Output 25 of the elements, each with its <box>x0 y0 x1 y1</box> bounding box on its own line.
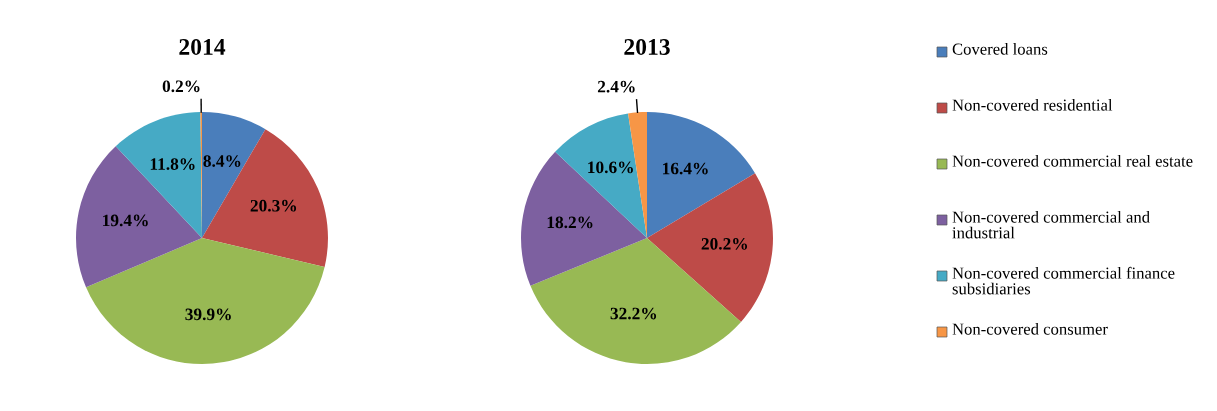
data-label: 8.4% <box>203 155 241 168</box>
pie-slice <box>521 151 647 286</box>
legend-label: Non-covered commercial real estate <box>952 155 1193 167</box>
chart-title: 2014 <box>179 38 226 55</box>
legend-label: Non-covered residential <box>952 99 1113 111</box>
legend-label: Non-covered consumer <box>952 323 1108 335</box>
pie-slice <box>76 146 202 288</box>
data-label: 19.4% <box>103 214 148 227</box>
data-label: 20.2% <box>701 237 748 250</box>
data-label: 11.8% <box>150 158 195 170</box>
data-label: 18.2% <box>547 216 593 229</box>
legend-label: Non-covered commercial and industrial <box>952 211 1150 239</box>
data-label: 10.6% <box>588 161 633 174</box>
data-label: 32.2% <box>610 307 657 320</box>
data-label: 0.2% <box>162 80 200 93</box>
pie-slice <box>647 112 756 238</box>
legend-label: Covered loans <box>952 43 1048 55</box>
chart-title: 2013 <box>624 38 670 55</box>
pie-slice <box>86 238 325 364</box>
data-label: 20.3% <box>250 199 297 212</box>
legend-label: Non-covered commercial finance subsidiaries <box>952 266 1175 295</box>
pie-slice <box>202 129 328 268</box>
data-label: 16.4% <box>663 162 708 175</box>
data-label: 2.4% <box>597 80 635 93</box>
data-label: 39.9% <box>185 308 231 321</box>
